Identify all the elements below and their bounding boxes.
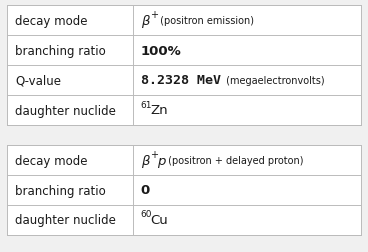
Text: (positron emission): (positron emission) (157, 16, 254, 26)
Text: branching ratio: branching ratio (15, 44, 106, 57)
Text: Zn: Zn (151, 104, 168, 117)
Text: daughter nuclide: daughter nuclide (15, 104, 116, 117)
Text: 61: 61 (141, 100, 152, 109)
Text: 0: 0 (141, 184, 150, 197)
Text: branching ratio: branching ratio (15, 184, 106, 197)
Text: 8.2328 MeV: 8.2328 MeV (141, 74, 221, 87)
Text: decay mode: decay mode (15, 14, 88, 27)
Text: $\beta$: $\beta$ (141, 152, 151, 169)
Text: +: + (150, 149, 158, 159)
Text: (positron + delayed proton): (positron + delayed proton) (164, 155, 303, 165)
Text: 100%: 100% (141, 44, 181, 57)
Text: p: p (157, 154, 165, 167)
Text: decay mode: decay mode (15, 154, 88, 167)
Text: Cu: Cu (151, 214, 169, 227)
Bar (7, 145, 361, 235)
Text: $\beta$: $\beta$ (141, 12, 151, 29)
Bar (7, 6, 361, 125)
Text: Q-value: Q-value (15, 74, 61, 87)
Text: 60: 60 (141, 210, 152, 219)
Text: (megaelectronvolts): (megaelectronvolts) (223, 76, 324, 86)
Text: +: + (150, 10, 158, 20)
Text: daughter nuclide: daughter nuclide (15, 214, 116, 227)
